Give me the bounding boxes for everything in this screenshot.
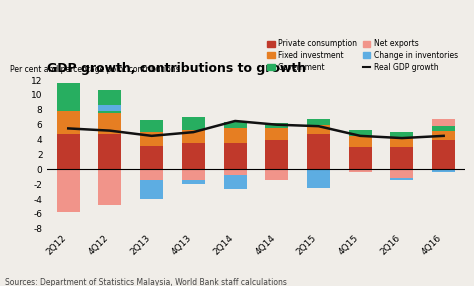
Bar: [349, 130, 372, 134]
Legend: Private consumption, Fixed investment, Government, Net exports, Change in invent: Private consumption, Fixed investment, G…: [264, 36, 461, 75]
Text: Per cent and percentage point contributions: Per cent and percentage point contributi…: [10, 65, 180, 74]
Bar: [307, 120, 330, 123]
Bar: [432, 131, 455, 140]
Bar: [57, 169, 80, 212]
Bar: [265, 140, 288, 169]
Bar: [307, 123, 330, 125]
Bar: [391, 178, 413, 180]
Bar: [307, 125, 330, 134]
Bar: [224, 175, 246, 189]
Bar: [224, 143, 246, 169]
Bar: [182, 180, 205, 184]
Bar: [391, 138, 413, 147]
Bar: [140, 130, 163, 132]
Bar: [140, 120, 163, 130]
Bar: [349, 136, 372, 147]
Bar: [432, 140, 455, 169]
Bar: [432, 126, 455, 128]
Bar: [224, 122, 246, 126]
Bar: [182, 116, 205, 128]
Bar: [432, 169, 455, 172]
Bar: [99, 134, 121, 169]
Bar: [182, 169, 205, 180]
Bar: [265, 169, 288, 180]
Bar: [391, 147, 413, 169]
Bar: [57, 83, 80, 109]
Bar: [182, 130, 205, 143]
Bar: [224, 128, 246, 143]
Text: GDP growth, contributions to growth: GDP growth, contributions to growth: [47, 62, 307, 75]
Bar: [349, 134, 372, 136]
Bar: [99, 90, 121, 105]
Bar: [349, 147, 372, 169]
Bar: [99, 169, 121, 205]
Bar: [349, 169, 372, 172]
Bar: [265, 128, 288, 140]
Bar: [99, 105, 121, 111]
Bar: [224, 169, 246, 175]
Bar: [391, 132, 413, 136]
Bar: [99, 111, 121, 113]
Bar: [57, 134, 80, 169]
Bar: [432, 128, 455, 131]
Bar: [432, 119, 455, 126]
Bar: [140, 169, 163, 180]
Bar: [99, 113, 121, 134]
Bar: [307, 134, 330, 169]
Bar: [307, 169, 330, 188]
Bar: [57, 109, 80, 111]
Text: Sources: Department of Statistics Malaysia, World Bank staff calculations: Sources: Department of Statistics Malays…: [5, 278, 287, 286]
Bar: [182, 128, 205, 130]
Bar: [265, 123, 288, 127]
Bar: [265, 127, 288, 128]
Bar: [140, 146, 163, 169]
Bar: [140, 132, 163, 146]
Bar: [391, 136, 413, 138]
Bar: [391, 169, 413, 178]
Bar: [140, 180, 163, 199]
Bar: [182, 143, 205, 169]
Bar: [224, 126, 246, 128]
Bar: [57, 111, 80, 134]
